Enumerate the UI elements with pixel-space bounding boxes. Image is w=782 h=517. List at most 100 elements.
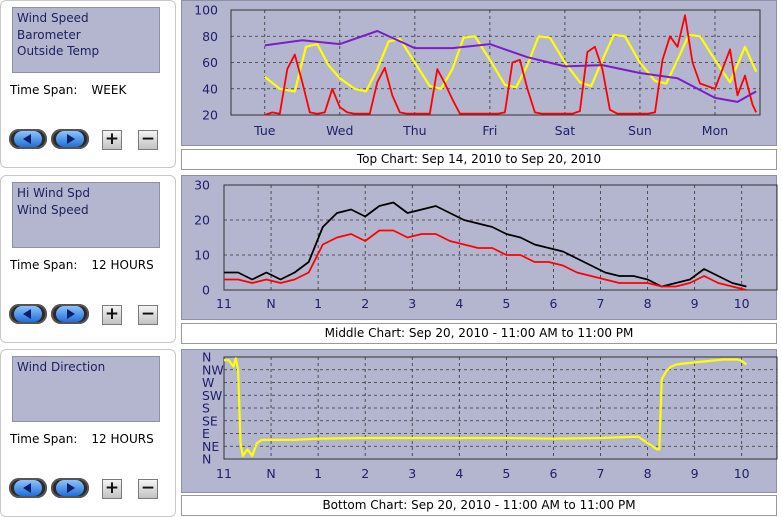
x-tick-label: 11 xyxy=(216,466,232,481)
series-line-hi_wind xyxy=(224,201,747,288)
y-tick-label: N xyxy=(202,452,211,467)
middle-chart-plot[interactable]: 302010011N1234567891011 xyxy=(182,176,778,321)
top-chart-caption: Top Chart: Sep 14, 2010 to Sep 20, 2010 xyxy=(181,149,777,170)
y-tick-label: NW xyxy=(202,362,224,377)
y-tick-label: 10 xyxy=(194,248,210,263)
bottom-chart-controls: Wind Direction Time Span: 12 HOURS + − xyxy=(0,349,176,517)
x-tick-label: 1 xyxy=(314,466,322,481)
back-button[interactable] xyxy=(9,129,47,149)
x-tick-label: 3 xyxy=(408,296,416,311)
y-tick-label: 20 xyxy=(202,108,218,123)
y-tick-label: 100 xyxy=(194,3,218,18)
y-tick-label: 40 xyxy=(202,81,218,96)
series-list-item[interactable]: Wind Speed xyxy=(17,11,89,25)
x-tick-label: 9 xyxy=(691,466,699,481)
right-arrow-icon xyxy=(67,134,75,144)
x-tick-label: N xyxy=(266,466,275,481)
bottom-chart[interactable]: NNWWSWSSEENEN11N1234567891011 xyxy=(181,349,778,494)
x-tick-label: Fri xyxy=(482,123,497,138)
top-chart[interactable]: 100 80 60 40 20 Tue Wed Thu Fri Sat Sun Mon xyxy=(181,0,777,146)
time-span: Time Span: 12 HOURS xyxy=(10,432,154,446)
right-arrow-icon xyxy=(67,309,75,319)
zoom-out-button[interactable]: − xyxy=(138,479,158,499)
x-tick-label: 2 xyxy=(361,296,369,311)
x-tick-label: Sun xyxy=(628,123,652,138)
y-tick-label: 80 xyxy=(202,29,218,44)
series-list-item[interactable]: Outside Temp xyxy=(17,44,100,58)
right-arrow-icon xyxy=(67,483,75,493)
series-list[interactable]: Wind Speed Barometer Outside Temp xyxy=(12,7,160,73)
x-tick-label: 2 xyxy=(361,466,369,481)
x-tick-label: 6 xyxy=(549,466,557,481)
back-button[interactable] xyxy=(9,304,47,324)
x-tick-label: N xyxy=(266,296,275,311)
x-tick-label: 7 xyxy=(597,466,605,481)
x-tick-label: 10 xyxy=(734,466,750,481)
zoom-in-button[interactable]: + xyxy=(102,479,122,499)
series-list-item[interactable]: Barometer xyxy=(17,27,81,42)
middle-chart[interactable]: 302010011N1234567891011 xyxy=(181,175,778,321)
time-span: Time Span: 12 HOURS xyxy=(10,258,154,272)
time-span-value[interactable]: 12 HOURS xyxy=(91,432,154,446)
y-tick-label: S xyxy=(202,401,210,416)
forward-button[interactable] xyxy=(51,129,89,149)
bottom-chart-caption: Bottom Chart: Sep 20, 2010 - 11:00 AM to… xyxy=(181,495,777,516)
x-tick-label: 7 xyxy=(597,296,605,311)
series-line-temp xyxy=(264,33,758,93)
back-button[interactable] xyxy=(9,478,47,498)
x-tick-label: Thu xyxy=(402,123,426,138)
x-tick-label: 6 xyxy=(549,296,557,311)
y-tick-label: 20 xyxy=(194,213,210,228)
series-list[interactable]: Hi Wind Spd Wind Speed xyxy=(12,182,160,248)
forward-button[interactable] xyxy=(51,304,89,324)
middle-chart-caption: Middle Chart: Sep 20, 2010 - 11:00 AM to… xyxy=(181,323,777,344)
middle-chart-controls: Hi Wind Spd Wind Speed Time Span: 12 HOUR… xyxy=(0,175,176,343)
zoom-in-button[interactable]: + xyxy=(102,305,122,325)
time-span-value[interactable]: WEEK xyxy=(91,83,127,97)
left-arrow-icon xyxy=(23,134,31,144)
series-line-wind xyxy=(264,14,758,116)
forward-button[interactable] xyxy=(51,478,89,498)
zoom-in-button[interactable]: + xyxy=(102,130,122,150)
plot-frame xyxy=(223,184,778,291)
x-tick-label: Mon xyxy=(702,123,728,138)
x-tick-label: 8 xyxy=(644,466,652,481)
x-tick-label: 4 xyxy=(455,466,463,481)
x-tick-label: Tue xyxy=(253,123,276,138)
left-arrow-icon xyxy=(23,483,31,493)
y-tick-label: 60 xyxy=(202,55,218,70)
y-tick-label: N xyxy=(202,350,211,365)
series-list-item[interactable]: Hi Wind Spd xyxy=(17,186,90,200)
y-tick-label: NE xyxy=(202,439,219,454)
zoom-out-button[interactable]: − xyxy=(138,305,158,325)
time-span-label: Time Span: xyxy=(10,258,78,272)
y-tick-label: 0 xyxy=(202,283,210,298)
series-line-wind xyxy=(224,229,747,291)
time-span-label: Time Span: xyxy=(10,83,78,97)
time-span: Time Span: WEEK xyxy=(10,83,126,97)
y-tick-label: W xyxy=(202,375,214,390)
x-tick-label: 5 xyxy=(502,466,510,481)
bottom-chart-plot[interactable]: NNWWSWSSEENEN11N1234567891011 xyxy=(182,350,778,494)
time-span-label: Time Span: xyxy=(10,432,78,446)
y-tick-label: SE xyxy=(202,413,218,428)
x-tick-label: 9 xyxy=(691,296,699,311)
series-list-item[interactable]: Wind Direction xyxy=(17,360,106,374)
top-chart-plot[interactable]: 100 80 60 40 20 Tue Wed Thu Fri Sat Sun Mon xyxy=(182,1,778,147)
top-chart-controls: Wind Speed Barometer Outside Temp Time S… xyxy=(0,0,176,168)
y-tick-label: E xyxy=(202,426,210,441)
x-tick-label: 11 xyxy=(216,296,232,311)
x-tick-label: 4 xyxy=(455,296,463,311)
x-tick-label: 1 xyxy=(314,296,322,311)
series-list-item[interactable]: Wind Speed xyxy=(17,202,89,217)
x-tick-label: 3 xyxy=(408,466,416,481)
x-tick-label: 8 xyxy=(644,296,652,311)
left-arrow-icon xyxy=(23,309,31,319)
zoom-out-button[interactable]: − xyxy=(138,130,158,150)
y-tick-label: 30 xyxy=(194,178,210,193)
time-span-value[interactable]: 12 HOURS xyxy=(91,258,154,272)
x-tick-label: Wed xyxy=(326,123,353,138)
series-list[interactable]: Wind Direction xyxy=(12,356,160,422)
y-tick-label: SW xyxy=(202,388,222,403)
x-tick-label: 5 xyxy=(502,296,510,311)
